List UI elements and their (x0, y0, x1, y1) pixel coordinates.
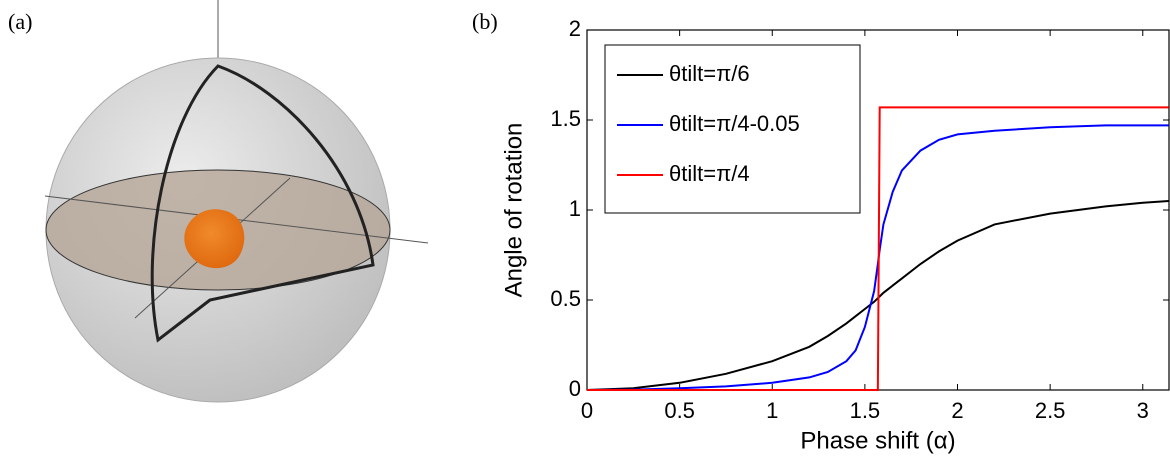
sphere-diagram (44, 0, 429, 403)
x-tick-label: 0.5 (664, 398, 695, 423)
x-tick-label: 0 (581, 398, 593, 423)
x-tick-label: 1 (766, 398, 778, 423)
legend-box (604, 44, 861, 214)
plot: 0 0.5 1 1.5 2 2.5 3 0 0.5 1 1.5 2 θtilt=π/6 θtilt=π/4… (550, 16, 1169, 423)
y-tick-label: 0.5 (550, 286, 581, 311)
y-tick-label: 1 (569, 196, 581, 221)
x-axis-label: Phase shift (α) (800, 427, 955, 454)
panel-label: (b) (472, 9, 498, 34)
legend-label: θtilt=π/4-0.05 (669, 111, 800, 136)
panel-label: (a) (8, 9, 32, 34)
x-tick-label: 2 (951, 398, 963, 423)
y-tick-label: 2 (569, 16, 581, 41)
legend-label: θtilt=π/6 (669, 61, 750, 86)
legend-label: θtilt=π/4 (669, 161, 750, 186)
y-tick-label: 0 (569, 376, 581, 401)
x-tick-label: 3 (1137, 398, 1149, 423)
y-axis-label: Angle of rotation (500, 123, 527, 298)
rotation-path (150, 64, 375, 343)
state-blob (184, 209, 245, 269)
series-line (587, 106, 1169, 391)
y-tick-label: 1.5 (550, 106, 581, 131)
x-tick-label: 1.5 (850, 398, 881, 423)
x-tick-label: 2.5 (1035, 398, 1066, 423)
